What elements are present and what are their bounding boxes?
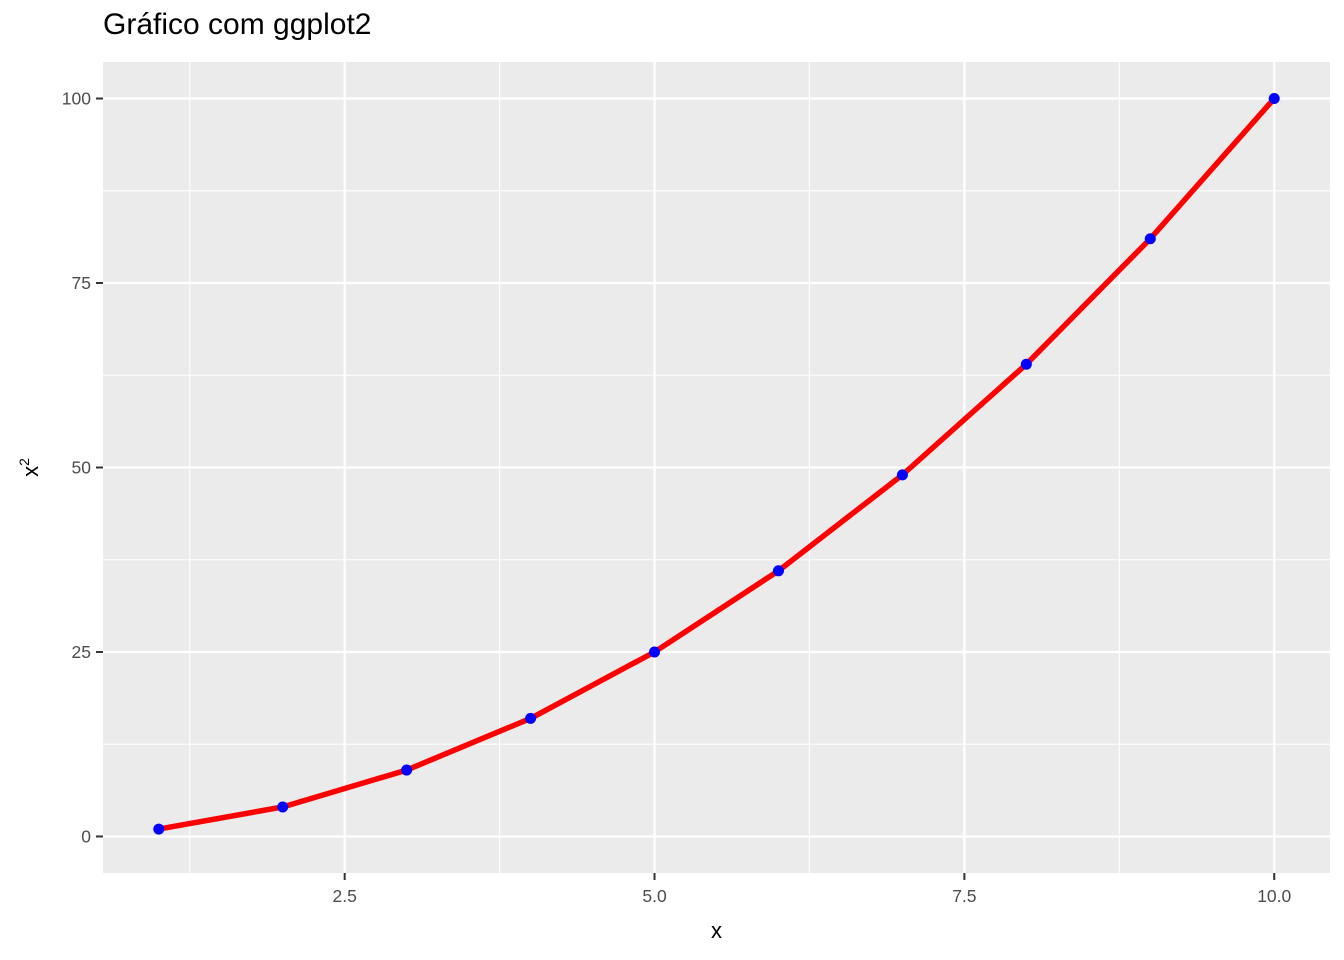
data-point bbox=[1144, 233, 1156, 245]
data-point bbox=[153, 823, 165, 835]
data-point bbox=[1268, 93, 1280, 105]
series-line bbox=[158, 96, 1277, 832]
y-tick-label: 75 bbox=[72, 273, 91, 293]
data-layer bbox=[153, 93, 1280, 835]
data-point bbox=[401, 764, 413, 776]
data-point bbox=[649, 646, 661, 658]
y-tick-label: 50 bbox=[72, 458, 92, 478]
data-point bbox=[525, 712, 537, 724]
x-tick-label: 2.5 bbox=[333, 886, 357, 906]
major-gridlines bbox=[103, 62, 1330, 873]
y-axis-title-superscript: 2 bbox=[16, 458, 32, 466]
y-axis-title-base: x bbox=[18, 466, 43, 477]
y-axis: 0 25 50 75 100 bbox=[62, 89, 103, 846]
y-tick-label: 25 bbox=[72, 642, 91, 662]
x-tick-label: 7.5 bbox=[952, 886, 976, 906]
data-point bbox=[277, 801, 289, 813]
y-axis-title: x2 bbox=[16, 458, 43, 477]
data-point bbox=[1020, 358, 1032, 370]
x-axis: 2.5 5.0 7.5 10.0 bbox=[333, 873, 1292, 906]
y-tick-label: 0 bbox=[81, 826, 91, 846]
x-tick-label: 10.0 bbox=[1257, 886, 1291, 906]
chart-title: Gráfico com ggplot2 bbox=[103, 8, 372, 41]
y-tick-label: 100 bbox=[62, 89, 91, 109]
x-tick-label: 5.0 bbox=[642, 886, 667, 906]
x-axis-title: x bbox=[711, 918, 722, 943]
data-point bbox=[772, 565, 784, 577]
svg-text:x2: x2 bbox=[16, 458, 43, 477]
data-point bbox=[896, 469, 908, 481]
